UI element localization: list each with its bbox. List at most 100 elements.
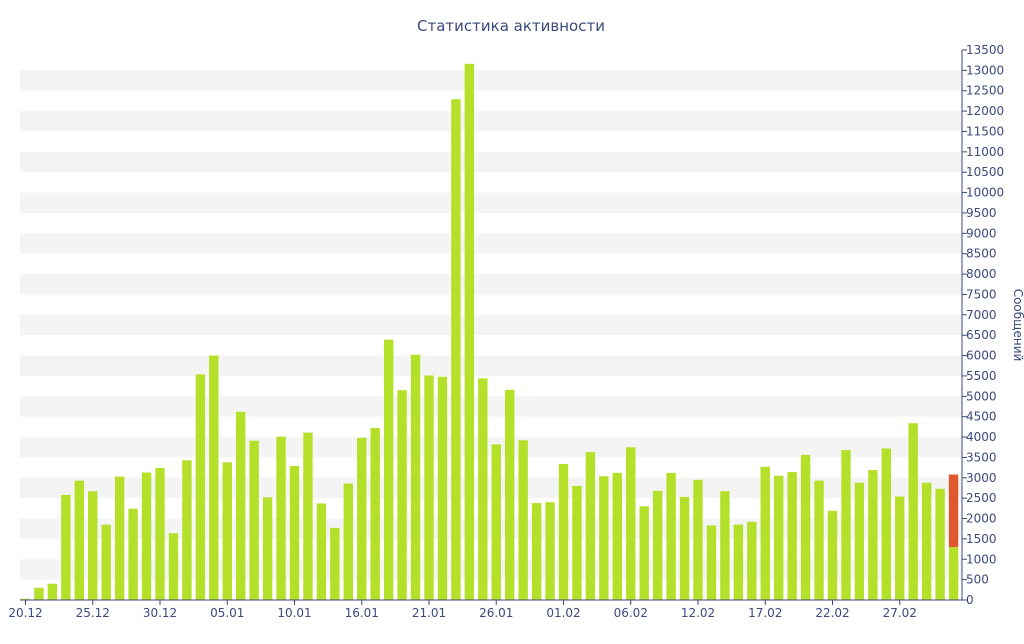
bar (478, 378, 488, 600)
bar (424, 375, 434, 600)
bar (343, 483, 353, 600)
x-tick-label: 27.02 (883, 606, 917, 620)
grid-band (20, 437, 962, 458)
bar (895, 496, 905, 600)
x-tick-label: 10.01 (277, 606, 311, 620)
bar (787, 472, 797, 600)
bar (88, 491, 98, 600)
bar (303, 432, 313, 600)
y-tick-label: 9000 (966, 226, 997, 240)
y-tick-label: 12000 (966, 104, 1004, 118)
bar (168, 533, 179, 600)
bar (249, 440, 259, 600)
bar (397, 390, 407, 600)
bar (182, 460, 192, 600)
bar (236, 411, 246, 600)
grid-band (20, 355, 962, 376)
x-tick-label: 06.02 (614, 606, 648, 620)
bar (195, 374, 206, 600)
bar (128, 508, 138, 600)
y-tick-label: 8000 (966, 267, 997, 281)
grid-band (20, 70, 962, 91)
bar (720, 491, 730, 600)
bar (935, 488, 945, 600)
bar (276, 436, 286, 600)
bar (558, 463, 569, 600)
bar (518, 440, 528, 600)
y-tick-label: 12500 (966, 84, 1004, 98)
bar (101, 524, 111, 600)
x-tick-label: 21.01 (412, 606, 446, 620)
bar (34, 587, 44, 600)
bar (383, 339, 394, 600)
y-tick-label: 13500 (966, 43, 1004, 57)
bar (410, 354, 421, 600)
x-tick-label: 17.02 (748, 606, 782, 620)
bar (948, 547, 959, 600)
bar (693, 479, 703, 600)
grid-bands (20, 70, 962, 580)
bar (599, 476, 609, 600)
y-axis: 0 500 1000 1500 2000 2500 3000 3500 4000 4500 5000… (961, 43, 1004, 607)
y-tick-label: 9500 (966, 206, 997, 220)
y-tick-label: 4000 (966, 430, 997, 444)
bar (61, 494, 71, 600)
x-tick-label: 30.12 (143, 606, 177, 620)
y-tick-label: 4500 (966, 410, 997, 424)
bar (921, 482, 932, 600)
bar (209, 355, 219, 600)
bar (451, 99, 461, 600)
bar (437, 376, 448, 600)
bar (370, 428, 380, 600)
grid-band (20, 314, 962, 336)
chart-title: Статистика активности (417, 17, 605, 35)
y-tick-label: 13000 (966, 63, 1004, 77)
bar (505, 389, 515, 600)
bar (814, 480, 824, 600)
y-tick-label: 1500 (966, 532, 997, 546)
bar (572, 485, 582, 600)
bar (357, 437, 367, 600)
x-tick-label: 05.01 (210, 606, 244, 620)
y-tick-label: 5000 (966, 389, 997, 403)
x-tick-label: 01.02 (546, 606, 580, 620)
bar (733, 524, 744, 600)
bar (908, 423, 918, 600)
bar (585, 452, 596, 600)
bar (545, 502, 555, 600)
y-tick-label: 10000 (966, 186, 1004, 200)
y-tick-label: 1000 (966, 552, 997, 566)
bar (612, 472, 622, 600)
y-tick-label: 7500 (966, 287, 997, 301)
grid-band (20, 274, 962, 295)
bar (747, 521, 757, 600)
y-tick-label: 11500 (966, 124, 1004, 138)
bar (639, 506, 649, 600)
bar (666, 472, 676, 600)
grid-band (20, 192, 962, 213)
x-tick-label: 26.01 (479, 606, 513, 620)
bar (20, 598, 31, 600)
y-tick-label: 11000 (966, 145, 1004, 159)
bar (262, 497, 273, 600)
bar (74, 480, 84, 600)
x-tick-label: 20.12 (8, 606, 42, 620)
bar (114, 476, 125, 600)
bar (626, 447, 636, 600)
bar (47, 583, 58, 600)
bar (868, 470, 878, 600)
bar (760, 466, 770, 600)
y-tick-label: 0 (966, 593, 974, 607)
y-tick-label: 6000 (966, 349, 997, 363)
bar (800, 454, 811, 600)
y-tick-label: 10500 (966, 165, 1004, 179)
grid-band (20, 151, 962, 173)
bar (316, 503, 327, 600)
bar (827, 510, 838, 600)
y-axis-label: Сообщений (1011, 289, 1024, 362)
x-tick-label: 25.12 (76, 606, 110, 620)
x-tick-label: 22.02 (815, 606, 849, 620)
bar (141, 472, 152, 600)
